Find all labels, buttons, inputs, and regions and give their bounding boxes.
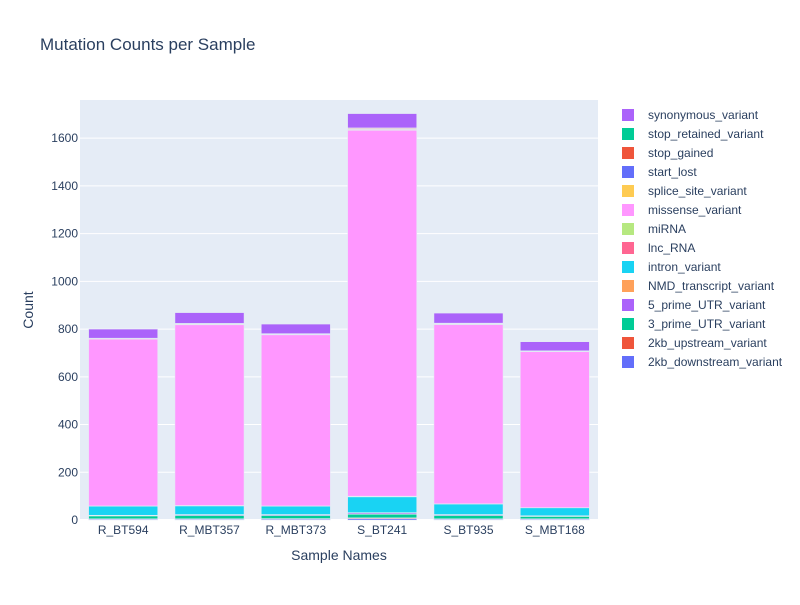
legend-label: stop_retained_variant: [648, 127, 764, 141]
legend-label: miRNA: [648, 222, 686, 236]
y-tick-label: 1200: [51, 227, 78, 241]
legend-swatch: [622, 147, 634, 159]
legend-swatch: [622, 166, 634, 178]
y-tick-label: 1600: [51, 131, 78, 145]
x-tick-label: S_MBT168: [525, 523, 585, 537]
legend-label: intron_variant: [648, 260, 721, 274]
legend-swatch: [622, 128, 634, 140]
legend-swatch: [622, 109, 634, 121]
legend-swatch: [622, 242, 634, 254]
legend-swatch: [622, 204, 634, 216]
bar-segment[interactable]: [261, 515, 330, 518]
bar-segment[interactable]: [261, 324, 330, 334]
legend-swatch: [622, 356, 634, 368]
bar-segment[interactable]: [89, 329, 158, 338]
bar-segment[interactable]: [261, 335, 330, 506]
bar-segment[interactable]: [348, 130, 417, 496]
y-axis-label: Count: [20, 291, 36, 328]
legend-swatch: [622, 318, 634, 330]
bar-segment[interactable]: [520, 352, 589, 508]
bar-segment[interactable]: [520, 342, 589, 351]
x-tick-label: R_MBT357: [179, 523, 240, 537]
legend-label: start_lost: [648, 165, 697, 179]
legend-item[interactable]: start_lost: [622, 165, 697, 179]
bar-segment[interactable]: [434, 515, 503, 518]
x-tick-label: R_MBT373: [265, 523, 326, 537]
legend-label: 2kb_downstream_variant: [648, 355, 783, 369]
bar-segment[interactable]: [434, 504, 503, 515]
legend-item[interactable]: lnc_RNA: [622, 241, 695, 255]
y-tick-label: 400: [58, 418, 78, 432]
bar-stack[interactable]: [175, 313, 244, 520]
legend-label: splice_site_variant: [648, 184, 747, 198]
legend-label: lnc_RNA: [648, 241, 695, 255]
bar-segment[interactable]: [261, 506, 330, 514]
y-tick-label: 800: [58, 322, 78, 336]
bar-stack[interactable]: [261, 324, 330, 520]
bar-segment[interactable]: [348, 114, 417, 128]
y-tick-label: 200: [58, 465, 78, 479]
bar-segment[interactable]: [175, 515, 244, 518]
legend-label: 2kb_upstream_variant: [648, 336, 767, 350]
x-axis-label: Sample Names: [291, 547, 387, 563]
y-tick-label: 600: [58, 370, 78, 384]
bar-stack[interactable]: [520, 342, 589, 520]
bar-segment[interactable]: [175, 313, 244, 324]
x-tick-label: S_BT241: [357, 523, 407, 537]
legend-label: 5_prime_UTR_variant: [648, 298, 766, 312]
chart-title: Mutation Counts per Sample: [40, 35, 255, 54]
bar-stack[interactable]: [89, 329, 158, 520]
legend-swatch: [622, 280, 634, 292]
bar-segment[interactable]: [348, 497, 417, 513]
legend-swatch: [622, 299, 634, 311]
legend-label: stop_gained: [648, 146, 713, 160]
bar-segment[interactable]: [175, 325, 244, 506]
legend-swatch: [622, 223, 634, 235]
bar-segment[interactable]: [520, 516, 589, 518]
legend-swatch: [622, 337, 634, 349]
bar-segment[interactable]: [520, 508, 589, 516]
bar-stack[interactable]: [348, 114, 417, 520]
bar-segment[interactable]: [434, 325, 503, 504]
bar-stack[interactable]: [434, 313, 503, 520]
legend-swatch: [622, 261, 634, 273]
bar-segment[interactable]: [348, 514, 417, 518]
bar-segment[interactable]: [89, 339, 158, 506]
x-tick-label: S_BT935: [443, 523, 493, 537]
bar-segment[interactable]: [175, 506, 244, 515]
y-tick-label: 0: [71, 513, 78, 527]
y-tick-label: 1000: [51, 274, 78, 288]
y-tick-label: 1400: [51, 179, 78, 193]
x-tick-label: R_BT594: [98, 523, 149, 537]
legend-swatch: [622, 185, 634, 197]
legend-item[interactable]: miRNA: [622, 222, 686, 236]
legend-label: 3_prime_UTR_variant: [648, 317, 766, 331]
legend-label: synonymous_variant: [648, 108, 759, 122]
bar-segment[interactable]: [89, 506, 158, 515]
bar-segment[interactable]: [89, 516, 158, 519]
bar-segment[interactable]: [434, 313, 503, 323]
legend-label: missense_variant: [648, 203, 742, 217]
legend-label: NMD_transcript_variant: [648, 279, 775, 293]
